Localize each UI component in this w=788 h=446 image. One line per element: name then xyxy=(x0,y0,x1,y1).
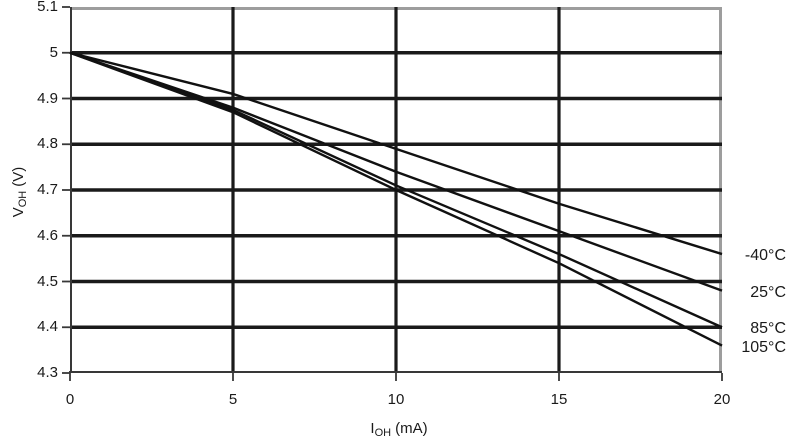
y-tick-label: 5 xyxy=(49,43,58,61)
x-tick-label: 20 xyxy=(713,391,731,408)
series-line--40C xyxy=(69,51,723,256)
y-tick-label: 4.9 xyxy=(37,89,58,107)
y-tick-label: 4.3 xyxy=(37,364,58,381)
x-axis-subscript: OH xyxy=(374,427,392,439)
series-line-85C xyxy=(69,51,723,329)
x-axis-symbol: I xyxy=(370,420,375,437)
x-axis-unit: (mA) xyxy=(395,420,428,437)
series-label: -40°C xyxy=(744,247,786,265)
x-tick-label: 5 xyxy=(228,391,238,408)
series-label: 25°C xyxy=(750,283,786,301)
series-label: 105°C xyxy=(741,338,786,356)
plot-outer-border xyxy=(70,7,722,373)
y-tick-label: 5.1 xyxy=(37,0,58,15)
x-tick-label: 10 xyxy=(387,391,405,408)
y-tick-label: 4.5 xyxy=(37,272,58,290)
y-axis-subscript: OH xyxy=(17,190,29,208)
series-line-105C xyxy=(69,51,723,347)
y-axis-symbol: V xyxy=(10,207,27,218)
y-tick-label: 4.7 xyxy=(37,181,58,198)
x-tick-label: 15 xyxy=(550,391,568,408)
y-axis-title: VOH (V) xyxy=(9,112,29,272)
series-label: 85°C xyxy=(750,320,786,338)
x-tick-label: 0 xyxy=(65,391,75,408)
x-axis-title: IOH (mA) xyxy=(299,419,499,443)
y-tick-label: 4.6 xyxy=(37,226,58,244)
y-tick-label: 4.4 xyxy=(37,318,58,336)
y-tick-label: 4.8 xyxy=(37,135,58,153)
series-line-25C xyxy=(69,51,723,292)
y-axis-unit: (V) xyxy=(10,166,27,187)
